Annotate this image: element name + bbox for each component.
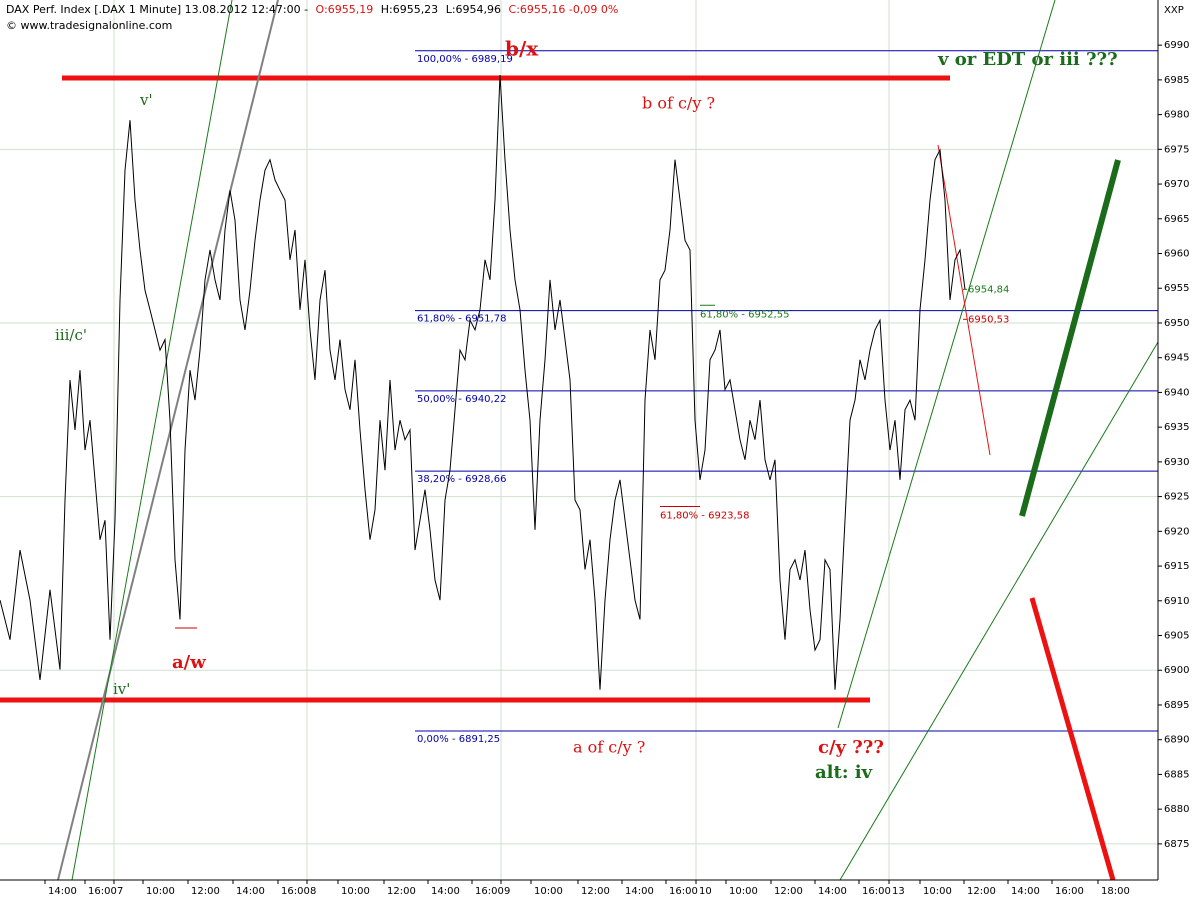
header-title: DAX Perf. Index [.DAX 1 Minute] 13.08.20… bbox=[6, 3, 308, 16]
trend-line bbox=[837, 0, 1056, 729]
x-tick-label: 12:00 bbox=[387, 886, 416, 897]
annotations: b/x v or EDT or iii ??? b of c/y ? v' ii… bbox=[55, 37, 1118, 784]
fib-label: 0,00% - 6891,25 bbox=[417, 734, 500, 745]
projection-line bbox=[1019, 159, 1121, 517]
wave-label: a/w bbox=[172, 652, 206, 673]
retracement-label: 61,80% - 6952,55 bbox=[700, 309, 789, 320]
x-tick-label: 7 bbox=[117, 886, 123, 897]
fibonacci: 100,00% - 6989,19 61,80% - 6951,78 50,00% … bbox=[415, 50, 1158, 745]
x-tick-label: 10:00 bbox=[341, 886, 370, 897]
fib-label: 38,20% - 6928,66 bbox=[417, 474, 506, 485]
x-tick-label: 16:00 bbox=[281, 886, 310, 897]
fib-label: 50,00% - 6940,22 bbox=[417, 394, 506, 405]
x-tick-label: 14:00 bbox=[1011, 886, 1040, 897]
x-tick-label: 18:00 bbox=[1101, 886, 1130, 897]
y-tick-label: 6950 bbox=[1164, 318, 1189, 329]
price-tag: 6950,53 bbox=[968, 314, 1009, 325]
x-tick-label: 12:00 bbox=[967, 886, 996, 897]
header-close: C:6955,16 -0,09 0% bbox=[509, 3, 619, 16]
fib-label: 100,00% - 6989,19 bbox=[417, 54, 513, 65]
y-tick-label: 6920 bbox=[1164, 526, 1189, 537]
header-low: L:6954,96 bbox=[446, 3, 501, 16]
grid bbox=[0, 0, 1158, 880]
corner-label: XXP bbox=[1164, 5, 1184, 16]
x-tick-label: 14:00 bbox=[236, 886, 265, 897]
y-tick-label: 6900 bbox=[1164, 665, 1189, 676]
trend-line bbox=[71, 0, 233, 881]
y-tick-label: 6910 bbox=[1164, 596, 1189, 607]
y-tick-label: 6965 bbox=[1164, 214, 1189, 225]
y-tick-label: 6985 bbox=[1164, 75, 1189, 86]
x-tick-label: 16:00 bbox=[862, 886, 891, 897]
wave-label: b of c/y ? bbox=[642, 94, 715, 113]
x-tick-label: 12:00 bbox=[774, 886, 803, 897]
y-tick-label: 6895 bbox=[1164, 700, 1189, 711]
trend-line bbox=[937, 144, 991, 456]
fib-label: 61,80% - 6951,78 bbox=[417, 314, 506, 325]
y-tick-label: 6905 bbox=[1164, 631, 1189, 642]
header-open: O:6955,19 bbox=[316, 3, 374, 16]
x-tick-label: 10:00 bbox=[534, 886, 563, 897]
x-tick-label: 16:00 bbox=[475, 886, 504, 897]
x-tick-label: 12:00 bbox=[191, 886, 220, 897]
x-tick-label: 9 bbox=[504, 886, 510, 897]
wave-label: alt: iv bbox=[815, 762, 873, 783]
y-tick-label: 6940 bbox=[1164, 387, 1189, 398]
y-tick-label: 6970 bbox=[1164, 179, 1189, 190]
wave-label: v or EDT or iii ??? bbox=[937, 49, 1118, 70]
x-tick-label: 16:00 bbox=[88, 886, 117, 897]
y-tick-label: 6955 bbox=[1164, 283, 1189, 294]
y-tick-label: 6975 bbox=[1164, 144, 1189, 155]
subtitle: © www.tradesignalonline.com bbox=[6, 19, 172, 32]
x-tick-label: 16:00 bbox=[669, 886, 698, 897]
y-tick-label: 6885 bbox=[1164, 769, 1189, 780]
y-tick-label: 6945 bbox=[1164, 353, 1189, 364]
x-tick-label: 10:00 bbox=[729, 886, 758, 897]
wave-label: a of c/y ? bbox=[573, 738, 645, 757]
price-line bbox=[0, 74, 966, 690]
wave-label: v' bbox=[139, 91, 153, 109]
trend-line bbox=[839, 341, 1159, 881]
x-tick-label: 13 bbox=[892, 886, 905, 897]
x-tick-label: 16:00 bbox=[1055, 886, 1084, 897]
x-axis-panel bbox=[0, 880, 1200, 900]
x-tick-label: 14:00 bbox=[818, 886, 847, 897]
y-tick-label: 6890 bbox=[1164, 735, 1189, 746]
y-tick-label: 6960 bbox=[1164, 249, 1189, 260]
x-tick-label: 14:00 bbox=[625, 886, 654, 897]
axes: 6875 6880 6885 6890 6895 6900 6905 6910 6915 6920… bbox=[44, 40, 1189, 897]
y-tick-label: 6875 bbox=[1164, 839, 1189, 850]
y-tick-label: 6880 bbox=[1164, 804, 1189, 815]
trend-lines bbox=[0, 0, 1159, 881]
y-tick-label: 6980 bbox=[1164, 110, 1189, 121]
x-tick-label: 8 bbox=[310, 886, 316, 897]
y-tick-label: 6925 bbox=[1164, 492, 1189, 503]
series: 6954,84 6950,53 bbox=[0, 74, 1009, 690]
trend-line bbox=[57, 0, 279, 881]
wave-label: c/y ??? bbox=[818, 737, 884, 758]
wave-label: iii/c' bbox=[55, 326, 87, 344]
x-tick-label: 14:00 bbox=[431, 886, 460, 897]
y-tick-label: 6915 bbox=[1164, 561, 1189, 572]
wave-label: iv' bbox=[113, 680, 130, 698]
header: DAX Perf. Index [.DAX 1 Minute] 13.08.20… bbox=[6, 3, 618, 16]
projection-line bbox=[1029, 597, 1116, 881]
y-axis-panel bbox=[1158, 0, 1200, 900]
header-high: H:6955,23 bbox=[381, 3, 438, 16]
price-tag: 6954,84 bbox=[968, 284, 1009, 295]
y-tick-label: 6930 bbox=[1164, 457, 1189, 468]
y-tick-label: 6990 bbox=[1164, 40, 1189, 51]
retracement-label: 61,80% - 6923,58 bbox=[660, 510, 749, 521]
x-tick-label: 10:00 bbox=[146, 886, 175, 897]
x-tick-label: 14:00 bbox=[48, 886, 77, 897]
x-tick-label: 12:00 bbox=[581, 886, 610, 897]
x-tick-label: 10 bbox=[699, 886, 712, 897]
wave-label: b/x bbox=[505, 37, 539, 61]
x-tick-label: 10:00 bbox=[923, 886, 952, 897]
y-tick-label: 6935 bbox=[1164, 422, 1189, 433]
